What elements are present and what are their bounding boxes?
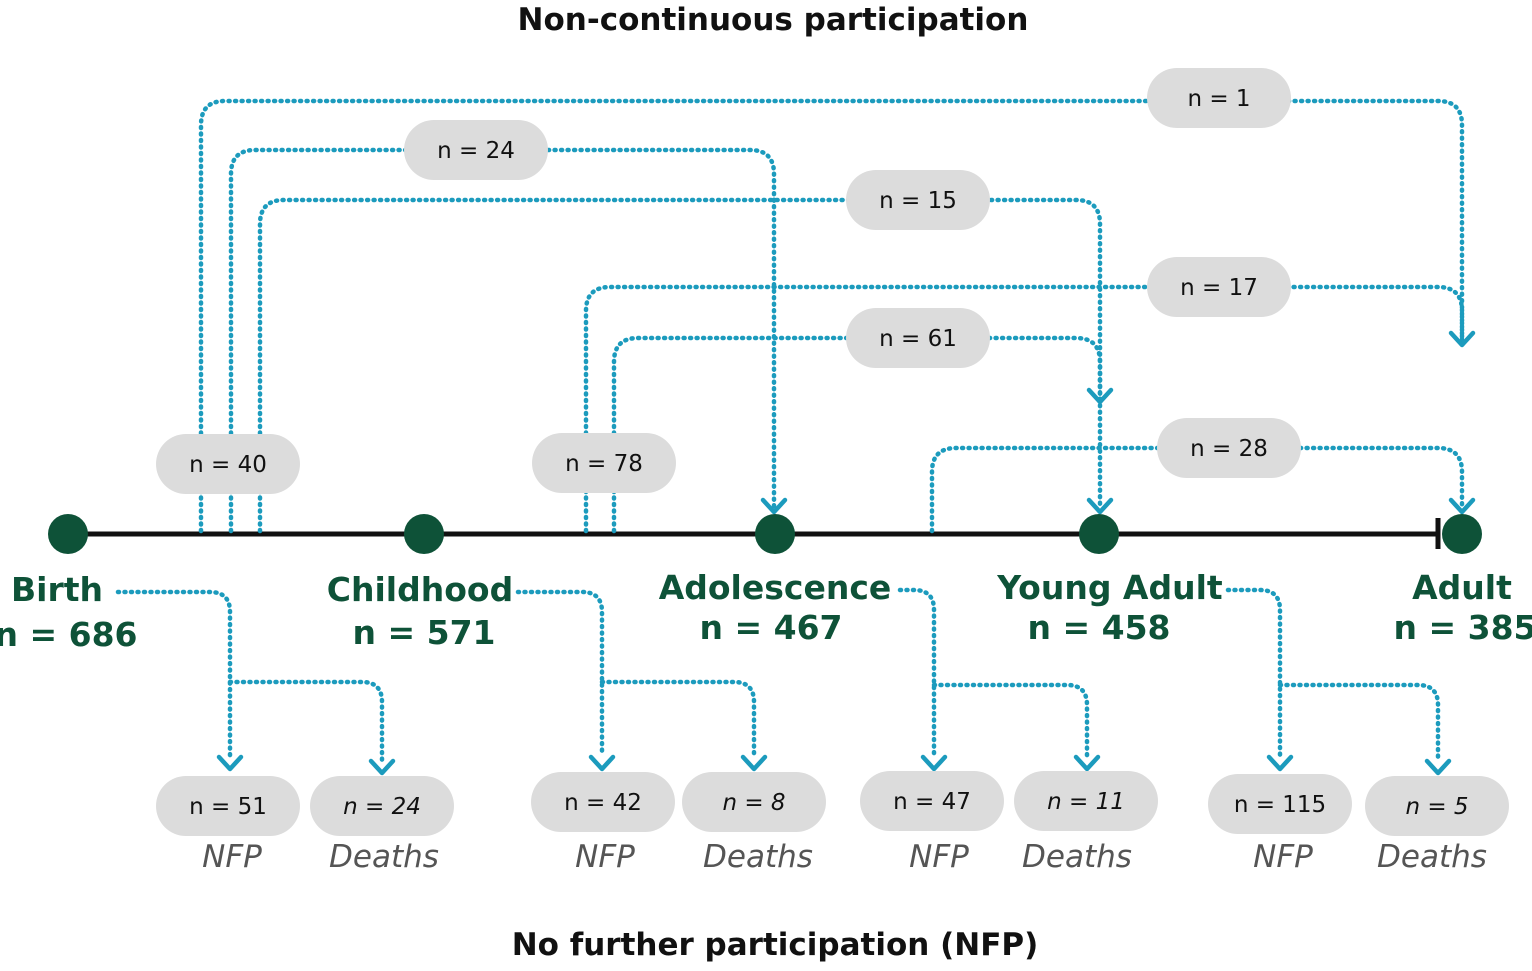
label-young-adult-deaths: Deaths bbox=[1377, 839, 1487, 875]
arrow-head-icon bbox=[588, 754, 616, 772]
pill-young-adult-deaths: n = 5 bbox=[1365, 776, 1509, 836]
svg-text:n = 24: n = 24 bbox=[437, 138, 515, 164]
stage-node-adolescence bbox=[755, 514, 795, 554]
pill-childhood-total: n = 78 bbox=[532, 433, 676, 493]
outcome-flows bbox=[115, 587, 1441, 763]
skip-pills: n = 40 n = 1 n = 24 n = 15 n = 78 n = 17… bbox=[156, 68, 1301, 494]
svg-text:n = 15: n = 15 bbox=[879, 188, 957, 214]
flow-childhood-deaths bbox=[599, 679, 757, 759]
svg-text:n = 24: n = 24 bbox=[343, 794, 421, 820]
label-adolescence-nfp: NFP bbox=[909, 839, 969, 875]
arrow-head-icon bbox=[1073, 754, 1101, 772]
pill-birth-to-adolescence: n = 24 bbox=[404, 120, 548, 180]
arrow-head-icon bbox=[1448, 330, 1476, 348]
arrow-head-icon bbox=[740, 754, 768, 772]
arrow-head-icon bbox=[1448, 497, 1476, 515]
flow-birth-to-young-adult bbox=[257, 197, 1103, 534]
label-young-adult-nfp: NFP bbox=[1253, 839, 1313, 875]
skip-flows bbox=[198, 98, 1465, 534]
flow-childhood-to-young-adult bbox=[611, 335, 1103, 534]
label-childhood-deaths: Deaths bbox=[703, 839, 813, 875]
svg-text:n = 5: n = 5 bbox=[1405, 794, 1468, 820]
arrow-head-icon bbox=[1086, 387, 1114, 405]
svg-text:n = 1: n = 1 bbox=[1187, 86, 1250, 112]
flow-birth-outcomes bbox=[115, 589, 233, 759]
title-non-continuous: Non-continuous participation bbox=[518, 2, 1029, 38]
flow-birth-to-adolescence bbox=[228, 147, 777, 534]
pill-adolescence-deaths: n = 11 bbox=[1014, 771, 1158, 831]
label-birth-deaths: Deaths bbox=[329, 839, 439, 875]
svg-text:n = 51: n = 51 bbox=[189, 794, 267, 820]
svg-text:n = 78: n = 78 bbox=[565, 451, 643, 477]
stage-name-childhood: Childhood bbox=[327, 570, 513, 609]
flow-childhood-to-adult bbox=[583, 284, 1465, 534]
arrow-head-icon bbox=[760, 497, 788, 515]
stage-name-adolescence: Adolescence bbox=[659, 568, 892, 607]
skip-arrowheads bbox=[760, 330, 1476, 515]
stage-count-adult: n = 385 bbox=[1393, 608, 1532, 647]
title-no-further-participation: No further participation (NFP) bbox=[512, 927, 1039, 963]
flow-birth-to-adult bbox=[198, 98, 1465, 534]
svg-text:n = 8: n = 8 bbox=[722, 790, 785, 816]
pill-adolescence-to-adult: n = 28 bbox=[1157, 418, 1301, 478]
svg-text:n = 11: n = 11 bbox=[1047, 789, 1125, 815]
svg-text:n = 17: n = 17 bbox=[1180, 275, 1258, 301]
svg-text:n = 40: n = 40 bbox=[189, 452, 267, 478]
stage-name-adult: Adult bbox=[1412, 568, 1512, 607]
stage-node-childhood bbox=[404, 514, 444, 554]
stage-node-birth bbox=[48, 514, 88, 554]
pill-birth-to-young-adult: n = 15 bbox=[846, 170, 990, 230]
stage-count-childhood: n = 571 bbox=[352, 613, 495, 652]
pill-childhood-to-adult: n = 17 bbox=[1147, 257, 1291, 317]
stage-node-young-adult bbox=[1079, 514, 1119, 554]
stage-name-young-adult: Young Adult bbox=[996, 568, 1223, 607]
flow-young-adult-deaths bbox=[1277, 682, 1441, 763]
pill-birth-to-adult: n = 1 bbox=[1147, 68, 1291, 128]
pill-childhood-to-young-adult: n = 61 bbox=[846, 308, 990, 368]
arrow-head-icon bbox=[216, 754, 244, 772]
svg-text:n = 42: n = 42 bbox=[564, 790, 642, 816]
arrow-head-icon bbox=[920, 754, 948, 772]
stage-nodes bbox=[48, 514, 1482, 554]
svg-text:n = 47: n = 47 bbox=[893, 789, 971, 815]
flow-adolescence-outcomes bbox=[897, 587, 937, 759]
pill-childhood-deaths: n = 8 bbox=[682, 772, 826, 832]
label-birth-nfp: NFP bbox=[202, 839, 262, 875]
stage-name-birth: Birth bbox=[11, 570, 103, 609]
stage-count-birth: n = 686 bbox=[0, 615, 138, 654]
flow-adolescence-deaths bbox=[931, 682, 1090, 759]
stage-count-young-adult: n = 458 bbox=[1027, 608, 1170, 647]
stage-node-adult bbox=[1442, 514, 1482, 554]
arrow-head-icon bbox=[1086, 497, 1114, 515]
stage-count-adolescence: n = 467 bbox=[699, 608, 842, 647]
pill-birth-nfp: n = 51 bbox=[156, 776, 300, 836]
pill-young-adult-nfp: n = 115 bbox=[1208, 774, 1352, 834]
arrow-head-icon bbox=[1424, 758, 1452, 776]
pill-birth-deaths: n = 24 bbox=[310, 776, 454, 836]
label-adolescence-deaths: Deaths bbox=[1022, 839, 1132, 875]
flow-childhood-outcomes bbox=[515, 589, 605, 759]
outcome-arrowheads bbox=[216, 754, 1452, 776]
outcome-pills: n = 51 NFP n = 24 Deaths n = 42 NFP n = … bbox=[156, 771, 1509, 875]
flow-birth-deaths bbox=[227, 679, 385, 763]
pill-childhood-nfp: n = 42 bbox=[531, 772, 675, 832]
stage-labels: Birth n = 686 Childhood n = 571 Adolesce… bbox=[0, 568, 1532, 654]
svg-text:n = 115: n = 115 bbox=[1234, 792, 1326, 818]
svg-text:n = 28: n = 28 bbox=[1190, 436, 1268, 462]
flow-young-adult-outcomes bbox=[1225, 587, 1283, 759]
pill-adolescence-nfp: n = 47 bbox=[860, 771, 1004, 831]
label-childhood-nfp: NFP bbox=[575, 839, 635, 875]
pill-birth-total: n = 40 bbox=[156, 434, 300, 494]
arrow-head-icon bbox=[1266, 754, 1294, 772]
arrow-head-icon bbox=[368, 758, 396, 776]
svg-text:n = 61: n = 61 bbox=[879, 326, 957, 352]
